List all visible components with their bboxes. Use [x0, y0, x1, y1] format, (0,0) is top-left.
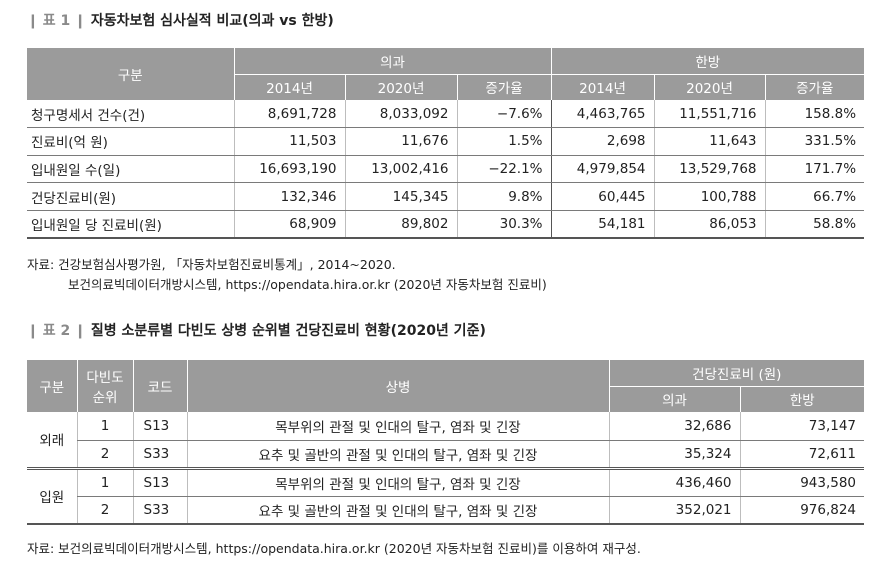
- table-cell: 9.8%: [456, 182, 552, 211]
- caption-bar-left: ❙: [27, 323, 39, 339]
- caption-bar-right: ❙: [74, 13, 86, 29]
- caption-bar-right: ❙: [74, 323, 86, 339]
- table-cell: 100,788: [653, 182, 766, 211]
- table1-caption: ❙ 표 1 ❙ 자동차보험 심사실적 비교(의과 vs 한방): [27, 10, 334, 30]
- table2-header-code: 코드: [132, 360, 187, 412]
- table2-caption: ❙ 표 2 ❙ 질병 소분류별 다빈도 상병 순위별 건당진료비 현황(2020년 …: [27, 320, 486, 340]
- medical-cost-cell: 32,686: [608, 412, 740, 441]
- rank-cell: 1: [76, 468, 133, 497]
- table-row: 외래 1 S13 목부위의 관절 및 인대의 탈구, 염좌 및 긴장 32,68…: [27, 412, 865, 470]
- table-row: 2 S33 요추 및 골반의 관절 및 인대의 탈구, 염좌 및 긴장 35,3…: [27, 440, 865, 470]
- korean-cost-cell: 73,147: [739, 412, 865, 441]
- table2-label: 표 2: [42, 323, 71, 339]
- rank-header-line2: 순위: [92, 390, 118, 406]
- table1-source-line2: 보건의료빅데이터개방시스템, https://opendata.hira.or.…: [68, 277, 547, 292]
- table-cell: −22.1%: [456, 155, 552, 184]
- medical-cost-cell: 352,021: [608, 496, 740, 525]
- korean-cost-cell: 943,580: [739, 468, 865, 497]
- table-cell: 16,693,190: [233, 155, 345, 184]
- row-label: 진료비(억 원): [27, 127, 234, 156]
- table-cell: 13,002,416: [344, 155, 457, 184]
- table-cell: 11,643: [653, 127, 766, 156]
- table2-header-gubun: 구분: [27, 360, 77, 412]
- table-cell: 4,463,765: [550, 100, 655, 129]
- table-row: 입내원일 당 진료비(원) 68,909 89,802 30.3% 54,181…: [27, 210, 865, 239]
- table-row: 진료비(억 원) 11,503 11,676 1.5% 2,698 11,643…: [27, 127, 865, 156]
- table-cell: 132,346: [233, 182, 345, 211]
- caption-bar-left: ❙: [27, 13, 39, 29]
- table-cell: −7.6%: [456, 100, 552, 129]
- table2-title: 질병 소분류별 다빈도 상병 순위별 건당진료비 현황(2020년 기준): [90, 323, 486, 339]
- table-cell: 13,529,768: [653, 155, 766, 184]
- table-cell: 2,698: [550, 127, 655, 156]
- korean-cost-cell: 72,611: [739, 440, 865, 470]
- table-cell: 171.7%: [764, 155, 865, 184]
- table2-header-korean: 한방: [739, 386, 865, 412]
- table-cell: 8,691,728: [233, 100, 345, 129]
- row-label: 입내원일 수(일): [27, 155, 234, 184]
- table-cell: 30.3%: [456, 210, 552, 239]
- table1-subheader: 증가율: [764, 74, 865, 100]
- table1-subheader: 증가율: [456, 74, 552, 100]
- table2: 구분 다빈도 순위 코드 상병 건당진료비 (원) 의과 한방 외래 1 S13…: [27, 360, 865, 525]
- group-label: 입원: [27, 468, 77, 525]
- code-cell: S13: [132, 468, 187, 497]
- table-cell: 145,345: [344, 182, 457, 211]
- rank-cell: 1: [76, 412, 133, 441]
- table-cell: 1.5%: [456, 127, 552, 156]
- code-cell: S33: [132, 496, 187, 525]
- table-row: 건당진료비(원) 132,346 145,345 9.8% 60,445 100…: [27, 182, 865, 211]
- table-cell: 86,053: [653, 210, 766, 239]
- table1-source-line1: 자료: 건강보험심사평가원, 「자동차보험진료비통계」, 2014~2020.: [27, 257, 396, 272]
- code-cell: S13: [132, 412, 187, 441]
- medical-cost-cell: 35,324: [608, 440, 740, 470]
- table1-subheader: 2014년: [550, 74, 655, 100]
- disease-cell: 목부위의 관절 및 인대의 탈구, 염좌 및 긴장: [186, 468, 609, 497]
- table-cell: 331.5%: [764, 127, 865, 156]
- table2-header-disease: 상병: [186, 360, 609, 412]
- table2-source: 자료: 보건의료빅데이터개방시스템, https://opendata.hira…: [27, 541, 641, 556]
- medical-cost-cell: 436,460: [608, 468, 740, 497]
- row-label: 건당진료비(원): [27, 182, 234, 211]
- table-cell: 4,979,854: [550, 155, 655, 184]
- table-cell: 89,802: [344, 210, 457, 239]
- table1-subheader: 2014년: [233, 74, 345, 100]
- table2-header-rank: 다빈도 순위: [76, 360, 133, 412]
- disease-cell: 목부위의 관절 및 인대의 탈구, 염좌 및 긴장: [186, 412, 609, 441]
- table1-subheader: 2020년: [653, 74, 766, 100]
- table-row: 입내원일 수(일) 16,693,190 13,002,416 −22.1% 4…: [27, 155, 865, 184]
- table-cell: 54,181: [550, 210, 655, 239]
- table-row: 청구명세서 건수(건) 8,691,728 8,033,092 −7.6% 4,…: [27, 100, 865, 129]
- table-cell: 11,551,716: [653, 100, 766, 129]
- table-cell: 11,503: [233, 127, 345, 156]
- row-label: 입내원일 당 진료비(원): [27, 210, 234, 239]
- table2-header-cost: 건당진료비 (원): [608, 360, 865, 387]
- table-cell: 60,445: [550, 182, 655, 211]
- table1-header-gubun: 구분: [27, 48, 234, 100]
- table1-label: 표 1: [42, 13, 71, 29]
- disease-cell: 요추 및 골반의 관절 및 인대의 탈구, 염좌 및 긴장: [186, 440, 609, 470]
- table-cell: 158.8%: [764, 100, 865, 129]
- table-cell: 68,909: [233, 210, 345, 239]
- table-cell: 58.8%: [764, 210, 865, 239]
- table-row: 2 S33 요추 및 골반의 관절 및 인대의 탈구, 염좌 및 긴장 352,…: [27, 496, 865, 525]
- table1-title: 자동차보험 심사실적 비교(의과 vs 한방): [90, 13, 334, 29]
- table2-header-medical: 의과: [608, 386, 740, 412]
- code-cell: S33: [132, 440, 187, 470]
- rank-header-line1: 다빈도: [86, 370, 124, 386]
- table1-header-medical: 의과: [233, 48, 552, 75]
- rank-cell: 2: [76, 440, 133, 470]
- table-cell: 8,033,092: [344, 100, 457, 129]
- row-label: 청구명세서 건수(건): [27, 100, 234, 129]
- table1: 구분 의과 한방 2014년 2020년 증가율 2014년 2020년 증가율…: [27, 48, 865, 239]
- table-cell: 66.7%: [764, 182, 865, 211]
- table1-subheader: 2020년: [344, 74, 457, 100]
- table1-header-korean: 한방: [550, 48, 865, 75]
- group-label: 외래: [27, 412, 77, 470]
- korean-cost-cell: 976,824: [739, 496, 865, 525]
- table-row: 입원 1 S13 목부위의 관절 및 인대의 탈구, 염좌 및 긴장 436,4…: [27, 468, 865, 525]
- disease-cell: 요추 및 골반의 관절 및 인대의 탈구, 염좌 및 긴장: [186, 496, 609, 525]
- rank-cell: 2: [76, 496, 133, 525]
- table-cell: 11,676: [344, 127, 457, 156]
